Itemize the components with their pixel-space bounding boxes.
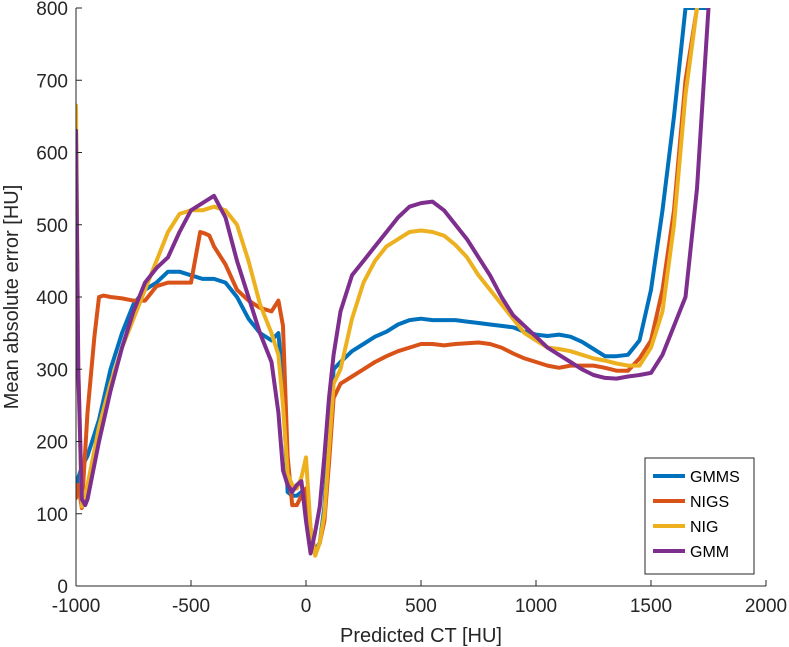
legend-label-gmm: GMM [690, 544, 729, 561]
y-tick-label: 200 [36, 433, 68, 454]
y-tick-label: 600 [36, 144, 68, 165]
y-tick-label: 700 [36, 71, 68, 92]
series-layer [76, 8, 711, 558]
x-tick-label: 500 [405, 596, 437, 617]
series-line-gmms [76, 8, 711, 552]
x-tick-label: 0 [301, 596, 312, 617]
y-tick-label: 0 [57, 577, 68, 598]
x-tick-label: -500 [172, 596, 210, 617]
legend-label-gmms: GMMS [690, 469, 740, 486]
series-line-nig [76, 8, 699, 558]
y-tick-label: 100 [36, 505, 68, 526]
x-axis-label: Predicted CT [HU] [340, 625, 502, 647]
legend-label-nigs: NIGS [690, 494, 729, 511]
x-tick-label: -1000 [52, 596, 101, 617]
y-axis-label: Mean absolute error [HU] [1, 185, 23, 410]
legend: GMMS NIGS NIG GMM [644, 457, 755, 575]
y-tick-label: 800 [36, 0, 68, 20]
y-tick-label: 400 [36, 288, 68, 309]
x-tick-label: 2000 [745, 596, 787, 617]
y-tick-label: 300 [36, 360, 68, 381]
x-tick-label: 1000 [515, 596, 557, 617]
axes: -1000 -500 0 500 1000 1500 2000 0 100 200 300 400 50… [36, 0, 787, 617]
y-tick-label: 500 [36, 216, 68, 237]
series-line-gmm [76, 8, 711, 556]
x-tick-label: 1500 [630, 596, 672, 617]
legend-label-nig: NIG [690, 519, 718, 536]
